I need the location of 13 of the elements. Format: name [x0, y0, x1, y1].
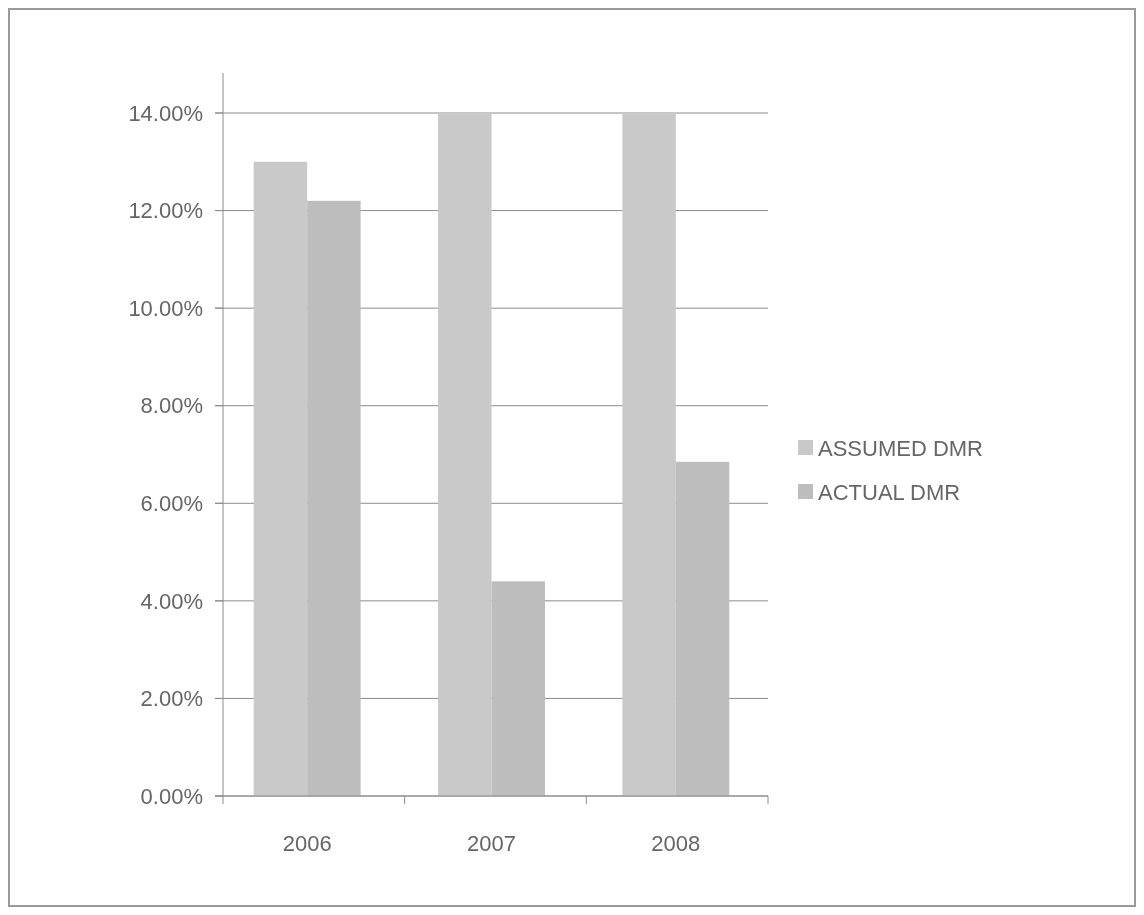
y-tick-label: 10.00% — [128, 295, 203, 321]
x-tick-label: 2007 — [467, 831, 516, 856]
y-tick-label: 14.00% — [128, 100, 203, 126]
y-tick-label: 2.00% — [140, 686, 203, 712]
y-tick-label: 6.00% — [140, 490, 203, 516]
y-tick-label: 0.00% — [140, 783, 203, 809]
y-tick-label: 12.00% — [128, 198, 203, 224]
x-tick-label: 2006 — [282, 831, 332, 856]
legend-label: ASSUMED DMR — [818, 435, 984, 461]
x-tick-label: 2008 — [651, 831, 701, 856]
y-tick-label: 4.00% — [140, 588, 203, 614]
y-tick-label: 8.00% — [140, 393, 203, 419]
legend-label: ACTUAL DMR — [818, 479, 961, 505]
